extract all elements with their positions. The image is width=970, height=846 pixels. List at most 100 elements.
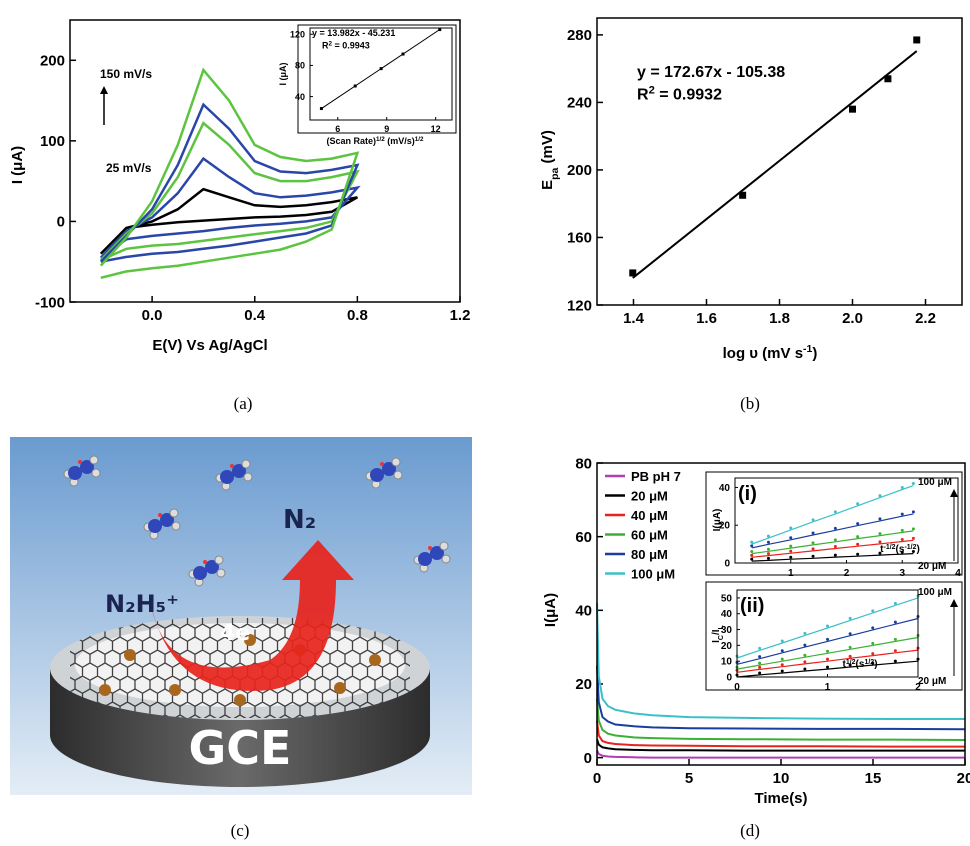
- y-axis-label: I (μA): [9, 146, 26, 184]
- y-tick-label: 40: [295, 92, 305, 102]
- x-tick-label: 0: [734, 682, 740, 693]
- marker: [911, 550, 915, 554]
- x-tick-label: 2: [915, 682, 921, 693]
- marker: [833, 544, 837, 548]
- product-label: N₂: [283, 505, 316, 535]
- marker: [803, 643, 807, 647]
- series-line: [736, 649, 919, 673]
- marker: [758, 671, 762, 675]
- x-tick-label: 1.4: [623, 310, 645, 327]
- caption: (b): [740, 394, 760, 413]
- series-line: [596, 738, 965, 752]
- y-tick-label: 10: [721, 657, 733, 668]
- y-tick-label: 200: [567, 162, 592, 179]
- x-tick-label: 4: [955, 568, 961, 579]
- x-axis-label-part: 1/2: [846, 659, 856, 666]
- series-line: [736, 660, 919, 678]
- r-squared: R2 = 0.9932: [637, 84, 722, 103]
- marker: [893, 601, 897, 605]
- marker: [878, 532, 882, 536]
- marker: [911, 527, 915, 531]
- series-line: [99, 156, 361, 259]
- legend-label: 20 μM: [631, 489, 668, 504]
- marker: [766, 547, 770, 551]
- y-axis-label-part: C: [718, 635, 725, 640]
- marker: [780, 639, 784, 643]
- series-line: [736, 636, 919, 670]
- marker: [758, 661, 762, 665]
- marker: [750, 553, 754, 557]
- legend-label: PB pH 7: [631, 469, 681, 484]
- marker: [826, 624, 829, 628]
- series-line: [751, 485, 914, 545]
- marker: [789, 549, 793, 553]
- y-axis-label-part: I (μA): [9, 146, 26, 184]
- marker: [848, 654, 852, 658]
- marker: [766, 534, 770, 538]
- annotation: 100 μM: [918, 587, 952, 598]
- x-axis-label-part: 1/2: [376, 136, 385, 143]
- marker: [780, 657, 784, 661]
- series-line: [596, 698, 966, 741]
- marker: [911, 510, 915, 514]
- marker: [878, 494, 882, 498]
- x-axis-label-part: 1/2: [415, 136, 424, 143]
- equation: y = 172.67x - 105.38: [637, 64, 785, 81]
- marker: [811, 531, 815, 535]
- y-tick-label: 240: [567, 95, 592, 112]
- marker: [900, 486, 904, 490]
- y-tick-label: 0: [726, 673, 732, 684]
- marker: [833, 510, 837, 514]
- x-axis-label-part: t: [842, 659, 846, 670]
- x-axis-label: log υ (mV s-1): [723, 343, 818, 362]
- x-tick-label: 1.2: [450, 307, 471, 324]
- y-tick-label: 40: [719, 483, 731, 494]
- legend-label: 100 μM: [631, 567, 675, 582]
- series-line: [751, 539, 914, 558]
- marker: [758, 655, 762, 659]
- x-tick-label: 3: [899, 568, 905, 579]
- y-tick-label: 200: [40, 53, 65, 70]
- series-line: [99, 67, 360, 280]
- r-squared-part: R: [637, 86, 649, 103]
- marker: [878, 540, 882, 544]
- marker: [848, 645, 852, 649]
- marker: [789, 536, 793, 540]
- x-axis-label-part: 1/2: [864, 659, 874, 666]
- marker: [900, 528, 904, 532]
- marker: [893, 620, 897, 624]
- marker: [766, 556, 770, 560]
- annotation: 20 μM: [918, 561, 946, 572]
- x-axis-label-part: ): [917, 544, 920, 555]
- caption: (a): [234, 394, 253, 413]
- series-line: [596, 749, 965, 759]
- annotation: 25 mV/s: [106, 161, 152, 175]
- marker: [900, 537, 904, 541]
- x-axis-label-part: (s: [856, 659, 865, 670]
- x-axis-label: t-1/2(s-1/2): [880, 544, 920, 556]
- x-tick-label: 10: [773, 770, 790, 787]
- marker: [833, 526, 837, 530]
- x-axis-label-part: -1: [803, 343, 812, 355]
- plot-frame: [596, 462, 966, 766]
- marker: [893, 637, 897, 641]
- x-axis-label-part: E(V) Vs Ag/AgCl: [152, 337, 267, 354]
- x-axis-label-part: (mV/s): [385, 136, 415, 146]
- plot-frame: [596, 17, 963, 306]
- y-tick-label: 100: [40, 133, 65, 150]
- y-axis-label: I(μA): [542, 593, 559, 627]
- marker: [893, 649, 897, 653]
- arrow-head: [950, 489, 958, 497]
- x-tick-label: 1.6: [696, 310, 717, 327]
- y-tick-label: 60: [575, 529, 592, 546]
- marker: [750, 540, 754, 544]
- x-tick-label: 5: [685, 770, 693, 787]
- x-tick-label: 0.8: [347, 307, 368, 324]
- marker: [811, 554, 815, 558]
- marker: [871, 652, 875, 656]
- marker: [789, 555, 793, 559]
- marker: [780, 663, 784, 667]
- marker: [911, 482, 915, 486]
- marker: [893, 659, 897, 663]
